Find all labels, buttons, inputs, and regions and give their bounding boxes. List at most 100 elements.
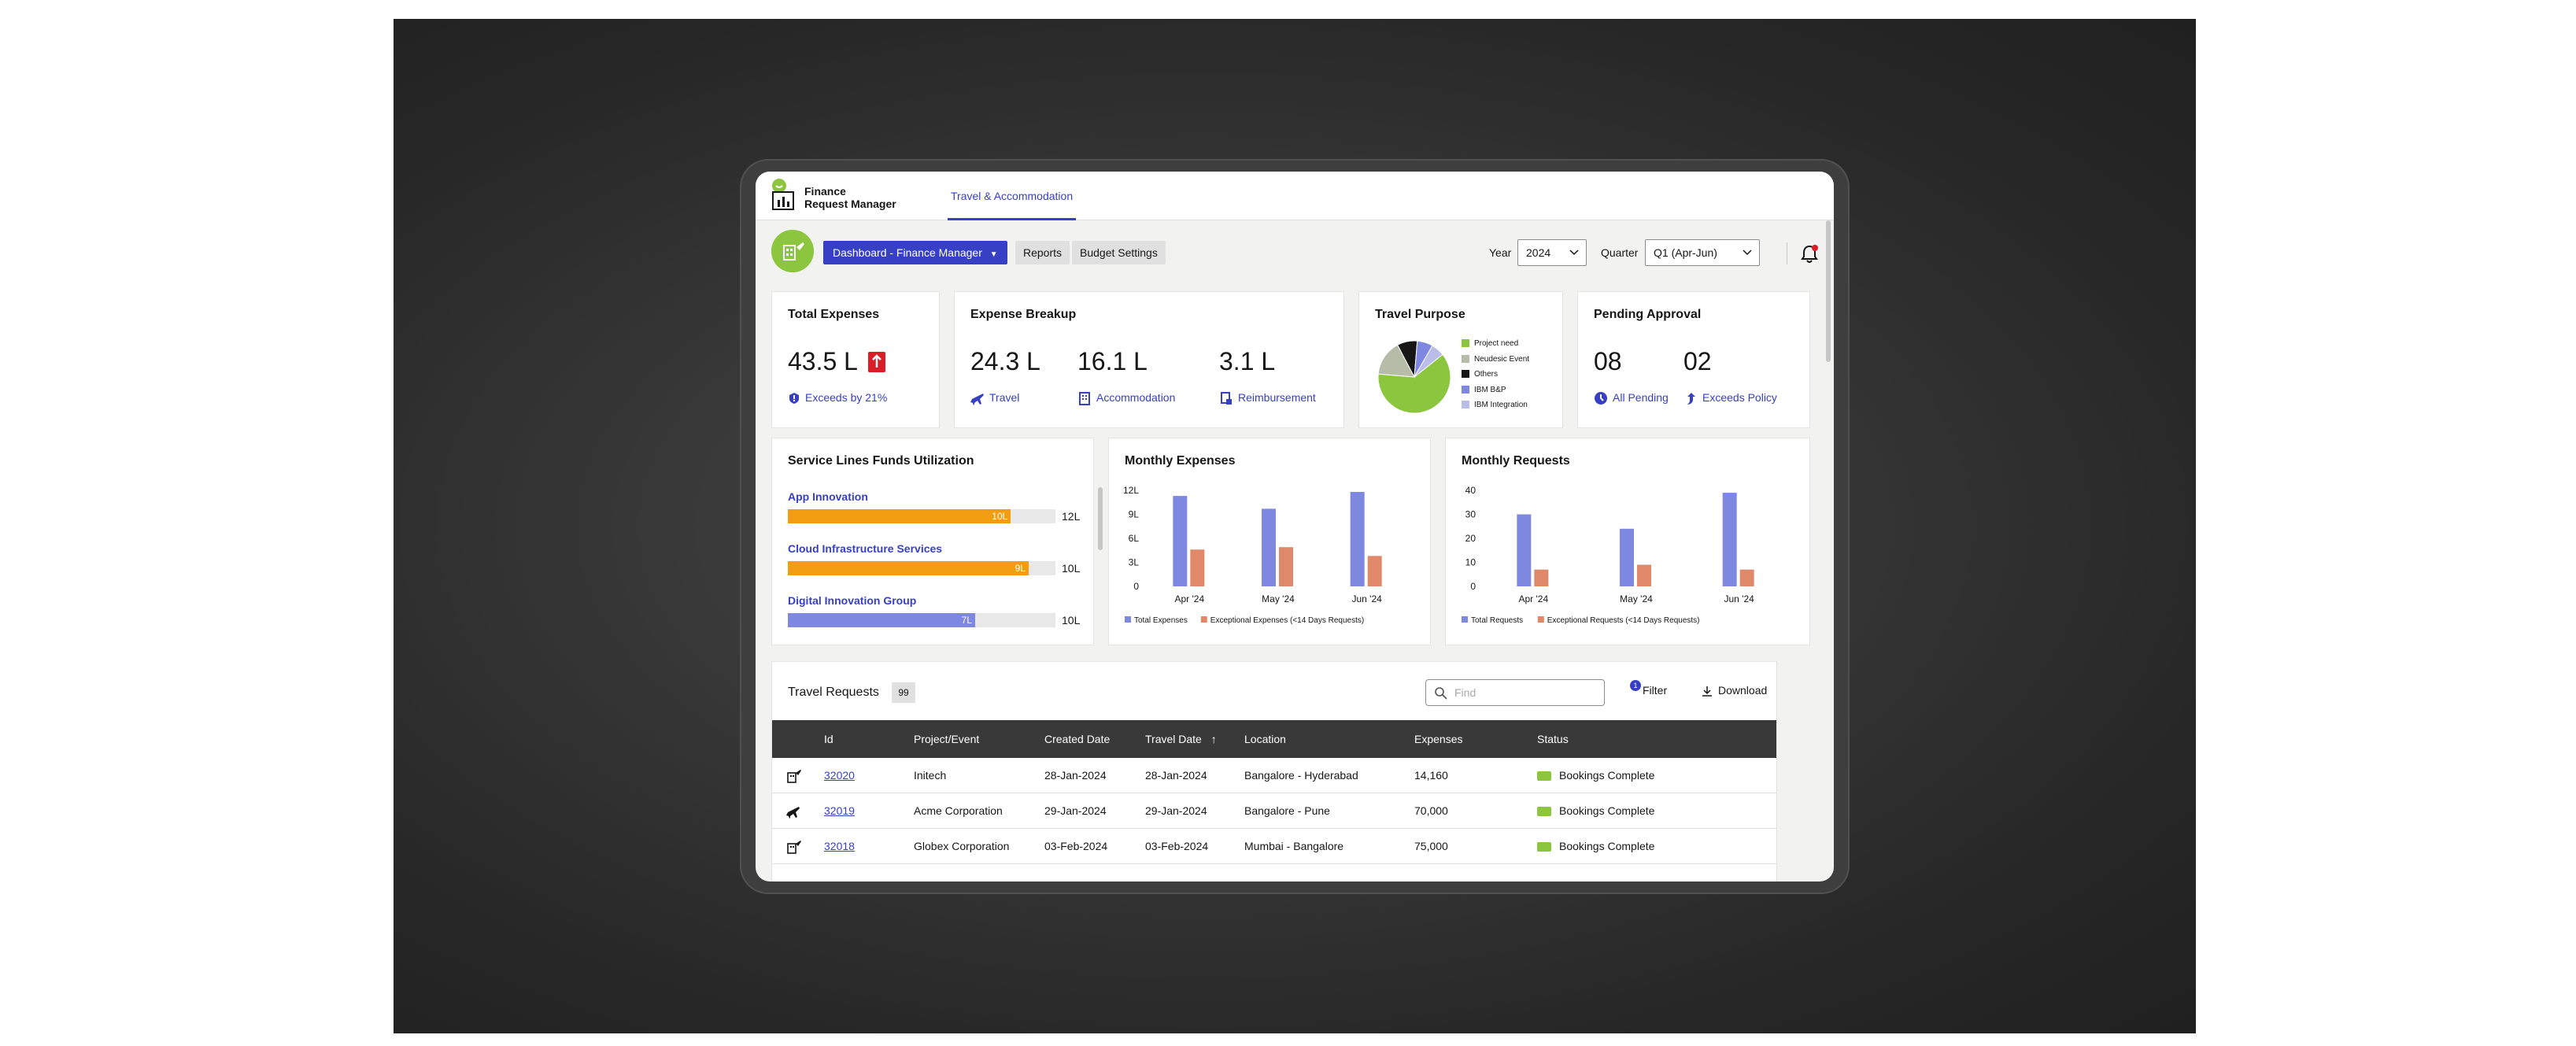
exceeds-note-text: Exceeds by 21% — [805, 391, 888, 404]
cell-id[interactable]: 32018 — [824, 840, 855, 852]
monthly-requests-card: Monthly Requests 0 10 20 30 40 Apr '24 May '24… — [1445, 438, 1810, 645]
pie-slice-1[interactable] — [1377, 344, 1415, 378]
finance-logo-icon — [772, 179, 794, 210]
table-row[interactable]: 32018 Globex Corporation 03-Feb-2024 03-Feb… — [772, 829, 1776, 864]
shield-alert-icon — [789, 393, 799, 405]
y-tick-label: 0 — [1133, 581, 1139, 592]
chevron-down-icon — [1569, 249, 1579, 256]
legend-swatch — [1462, 616, 1468, 623]
col-project[interactable]: Project/Event — [914, 733, 980, 745]
card-title: Total Expenses — [788, 308, 880, 321]
exceeds-policy-link[interactable]: Exceeds Policy — [1683, 391, 1777, 405]
monthly-expenses-chart: 0 3L 6L 9L 12L Apr '24 May '24 Jun '24 Total Exp… — [1123, 485, 1382, 625]
y-tick-label: 40 — [1465, 485, 1476, 496]
travel-requests-card: Travel Requests 99 1 Filter Download Id … — [771, 661, 1777, 882]
bar-0-2[interactable] — [1350, 492, 1365, 586]
card-title: Monthly Expenses — [1125, 454, 1236, 468]
bar-0-1[interactable] — [1620, 528, 1634, 586]
legend-item: IBM B&P — [1462, 386, 1506, 394]
col-status[interactable]: Status — [1537, 733, 1569, 745]
exceeds-policy-value: 02 — [1683, 347, 1712, 375]
fund-name[interactable]: App Innovation — [788, 490, 868, 503]
cell-project: Initech — [914, 769, 947, 782]
bar-0-0[interactable] — [1173, 496, 1188, 586]
bar-1-2[interactable] — [1739, 569, 1754, 586]
year-label: Year — [1489, 246, 1512, 259]
find-box — [1425, 679, 1605, 706]
accommodation-label-text: Accommodation — [1096, 391, 1176, 404]
legend-swatch — [1200, 616, 1207, 623]
y-tick-label: 9L — [1129, 509, 1140, 520]
cell-travel: 28-Jan-2024 — [1145, 769, 1207, 782]
pie-slice-0[interactable] — [1377, 353, 1451, 414]
fund-progress-bar: 10L — [788, 509, 1055, 523]
reports-button[interactable]: Reports — [1015, 241, 1070, 264]
dashboard-dropdown-button[interactable]: Dashboard - Finance Manager ▼ — [823, 241, 1007, 264]
cell-id[interactable]: 32019 — [824, 804, 855, 817]
page-scrollbar[interactable] — [1826, 220, 1831, 362]
quarter-label: Quarter — [1601, 246, 1639, 259]
bar-0-1[interactable] — [1262, 508, 1276, 586]
cell-id[interactable]: 32020 — [824, 769, 855, 782]
cell-status: Bookings Complete — [1537, 829, 1654, 864]
fund-progress-bar: 7L — [788, 613, 1055, 627]
table-row[interactable]: 32019 Acme Corporation 29-Jan-2024 29-Jan-2… — [772, 793, 1776, 829]
cell-created: 03-Feb-2024 — [1044, 840, 1108, 852]
bar-1-0[interactable] — [1534, 569, 1549, 586]
quarter-select[interactable]: Q1 (Apr-Jun) — [1645, 239, 1760, 266]
col-created-date[interactable]: Created Date — [1044, 733, 1111, 745]
bar-0-0[interactable] — [1517, 514, 1532, 587]
all-pending-link[interactable]: All Pending — [1594, 391, 1669, 405]
bar-1-1[interactable] — [1637, 564, 1651, 586]
tab-travel-accommodation[interactable]: Travel & Accommodation — [948, 172, 1077, 220]
legend-item: IBM Integration — [1462, 401, 1528, 409]
app-name-line2: Request Manager — [804, 198, 896, 210]
bar-0-2[interactable] — [1722, 493, 1737, 586]
year-select[interactable]: 2024 — [1517, 239, 1587, 266]
legend-label: IBM B&P — [1474, 385, 1506, 394]
expense-breakup-card: Expense Breakup 24.3 L Travel 16.1 L Acc… — [954, 291, 1344, 428]
col-location[interactable]: Location — [1244, 733, 1286, 745]
fund-progress-fill: 7L — [788, 613, 975, 627]
reimbursement-label-text: Reimbursement — [1238, 391, 1316, 404]
col-travel-date[interactable]: Travel Date ↑ — [1145, 720, 1217, 758]
fund-name[interactable]: Digital Innovation Group — [788, 594, 917, 607]
legend-label: Exceptional Expenses (<14 Days Requests) — [1210, 616, 1364, 625]
col-expenses[interactable]: Expenses — [1414, 733, 1463, 745]
funds-scrollbar[interactable] — [1098, 487, 1103, 550]
legend-label: Others — [1474, 370, 1499, 379]
fund-progress-bar: 9L — [788, 561, 1055, 575]
fund-used-value: 7L — [961, 615, 972, 626]
sort-ascending-icon: ↑ — [1210, 733, 1217, 745]
card-title: Expense Breakup — [970, 308, 1077, 321]
legend-swatch — [1125, 616, 1131, 623]
find-input[interactable] — [1454, 685, 1596, 700]
monthly-expenses-card: Monthly Expenses 0 3L 6L 9L 12L Apr '24 May '2… — [1108, 438, 1431, 645]
bar-1-2[interactable] — [1367, 556, 1382, 586]
travel-accommodation-icon — [787, 841, 801, 854]
pie-slice-4[interactable] — [1414, 345, 1443, 378]
bar-1-0[interactable] — [1190, 549, 1205, 586]
travel-app-icon — [771, 230, 814, 272]
fund-name[interactable]: Cloud Infrastructure Services — [788, 542, 943, 555]
filter-button[interactable]: 1 Filter — [1630, 680, 1667, 697]
budget-settings-button[interactable]: Budget Settings — [1072, 241, 1166, 264]
notification-bell-icon[interactable] — [1798, 242, 1821, 266]
reimbursement-value: 3.1 L — [1219, 347, 1276, 375]
table-row[interactable]: 32020 Initech 28-Jan-2024 28-Jan-2024 Bangal… — [772, 758, 1776, 793]
ticket-icon — [1537, 807, 1551, 817]
download-button[interactable]: Download — [1701, 684, 1767, 697]
bar-1-1[interactable] — [1279, 547, 1293, 586]
col-id[interactable]: Id — [824, 733, 833, 745]
up-arrow-icon — [1687, 393, 1695, 405]
cell-location: Mumbai - Bangalore — [1244, 840, 1344, 852]
legend-swatch — [1462, 401, 1469, 409]
legend-label: Neudesic Event — [1474, 354, 1530, 364]
alert-up-icon — [868, 352, 885, 372]
building-icon — [1079, 392, 1090, 406]
exceeds-note: Exceeds by 21% — [788, 391, 887, 405]
total-expenses-card: Total Expenses 43.5 L Exceeds by 21% — [771, 291, 940, 428]
monthly-requests-chart: 0 10 20 30 40 Apr '24 May '24 Jun '24 Total Requ… — [1462, 485, 1754, 625]
x-tick-label: May '24 — [1620, 593, 1653, 604]
receipt-icon — [1221, 392, 1232, 405]
